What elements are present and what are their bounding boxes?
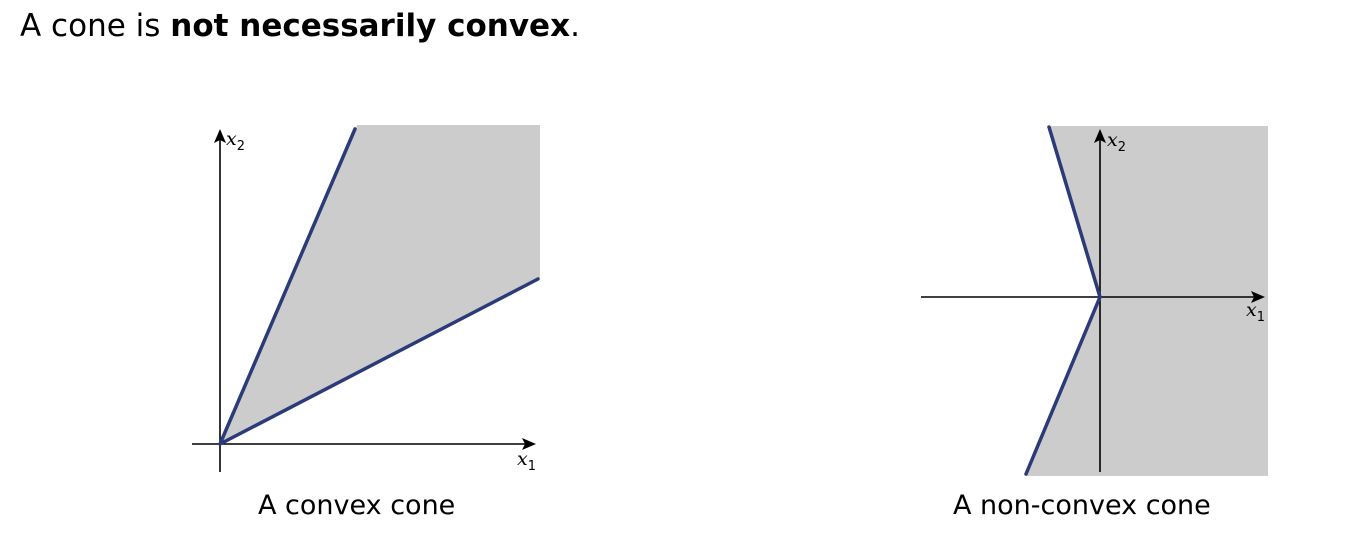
x1-axis-arrowhead [1251, 291, 1265, 303]
x2-axis-label: x2 [226, 128, 245, 154]
slide-title: A cone is not necessarily convex. [20, 4, 580, 48]
non-convex-cone-region [1026, 126, 1268, 476]
x2-axis-label: x2 [1107, 129, 1126, 155]
x1-axis-arrowhead [522, 438, 536, 450]
cone-lower-ray [1024, 295, 1102, 476]
cone-lower-ray [218, 277, 540, 446]
title-suffix: . [570, 8, 580, 44]
convex-cone-caption: A convex cone [258, 490, 456, 521]
x1-axis-label: x1 [1246, 299, 1265, 325]
cone-upper-ray [218, 127, 357, 446]
x2-axis-arrowhead [214, 129, 226, 143]
title-emphasis: not necessarily convex [170, 8, 571, 44]
non-convex-cone-caption: A non-convex cone [953, 490, 1211, 521]
x2-axis-arrowhead [1094, 129, 1106, 143]
convex-cone-region [220, 125, 540, 444]
cone-upper-ray [1047, 125, 1102, 299]
x1-axis-label: x1 [517, 448, 536, 474]
title-prefix: A cone is [20, 8, 171, 44]
